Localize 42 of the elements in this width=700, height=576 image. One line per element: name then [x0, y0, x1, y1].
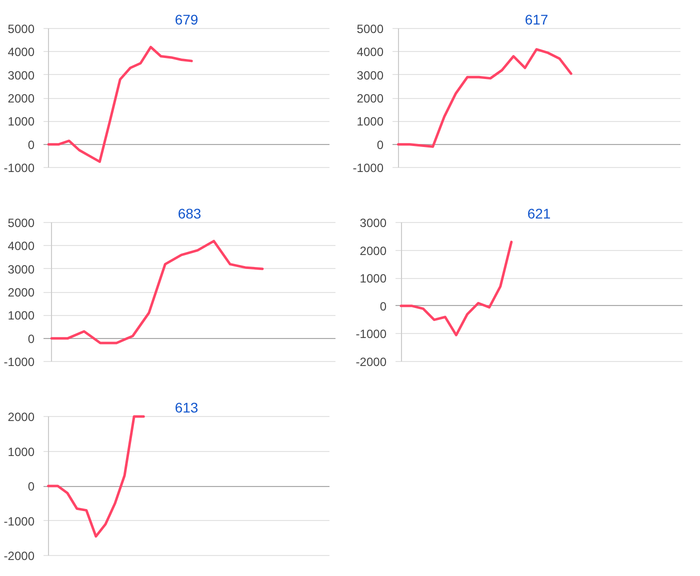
y-tick-label: 1000: [8, 444, 35, 459]
y-tick-label: 2000: [8, 410, 35, 424]
chart-title: 683: [178, 206, 202, 222]
y-tick-label: 3000: [356, 68, 384, 82]
y-tick-label: 1000: [360, 272, 387, 286]
y-tick-label: -2000: [356, 355, 387, 369]
y-tick-label: 5000: [8, 216, 35, 230]
y-tick-label: 0: [28, 480, 35, 494]
y-tick-label: 4000: [8, 239, 35, 254]
chart-title: 621: [527, 206, 551, 222]
y-tick-label: 0: [376, 138, 384, 152]
y-tick-label: 3000: [8, 262, 35, 276]
y-tick-label: -1000: [4, 161, 35, 175]
line-series: [397, 48, 572, 148]
y-tick-label: 5000: [356, 22, 384, 36]
y-tick-label: -2000: [4, 549, 35, 563]
line-series: [47, 46, 193, 163]
y-tick-label: 0: [380, 299, 387, 314]
y-tick-label: 1000: [356, 114, 384, 129]
y-tick-label: -1000: [356, 327, 387, 342]
line-series: [50, 240, 264, 344]
y-tick-label: 2000: [8, 286, 35, 300]
y-tick-label: -1000: [4, 355, 35, 369]
y-tick-label: 3000: [360, 216, 387, 230]
chart-title: 613: [174, 400, 198, 416]
y-tick-label: 0: [28, 138, 35, 152]
y-tick-label: 4000: [356, 45, 384, 60]
y-tick-label: -1000: [352, 161, 384, 175]
y-tick-label: 2000: [360, 244, 387, 258]
y-tick-label: 2000: [8, 92, 35, 106]
y-tick-label: 1000: [8, 308, 35, 323]
y-tick-label: 4000: [8, 45, 35, 60]
line-series: [400, 240, 513, 336]
y-tick-label: 2000: [356, 92, 384, 106]
y-tick-label: 0: [28, 332, 35, 346]
y-tick-label: 3000: [8, 68, 35, 82]
chart-title: 679: [174, 12, 198, 28]
line-series: [47, 415, 145, 538]
chart-title: 617: [524, 12, 548, 28]
y-tick-label: -1000: [4, 514, 35, 528]
y-tick-label: 5000: [8, 22, 35, 36]
y-tick-label: 1000: [8, 114, 35, 129]
